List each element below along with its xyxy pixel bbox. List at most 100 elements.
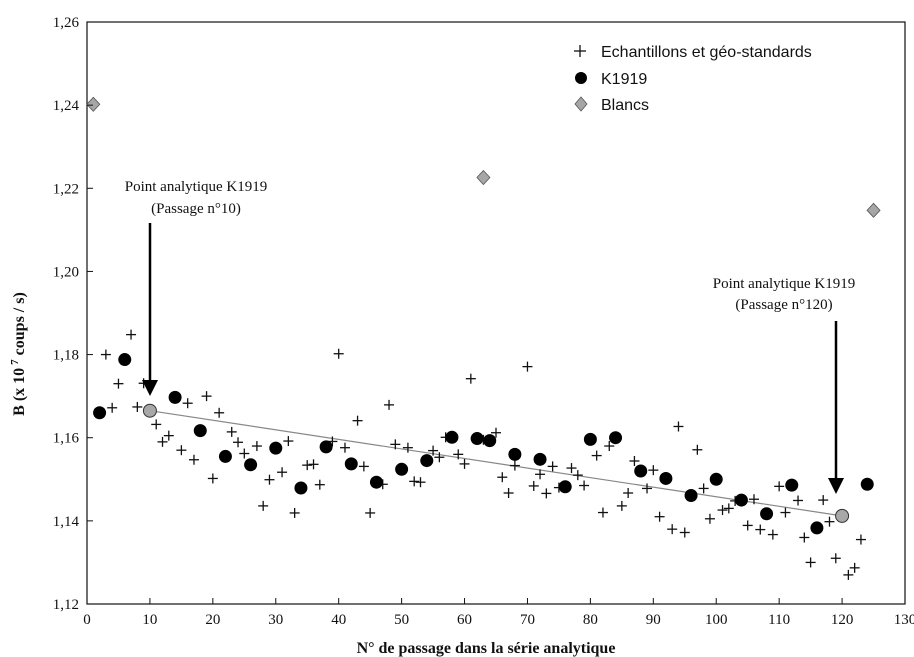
sample-point [352, 415, 363, 426]
sample-point [509, 460, 520, 471]
k1919-point [483, 434, 497, 448]
blank-point [86, 96, 101, 112]
sample-point [258, 500, 269, 511]
sample-point [604, 441, 615, 452]
sample-point [830, 553, 841, 564]
legend-label-blancs: Blancs [601, 97, 649, 114]
y-tick-label: 1,24 [53, 98, 80, 114]
k1919-point [583, 432, 597, 446]
annotation-passage-120: Point analytique K1919 (Passage n°120) [713, 276, 855, 494]
sample-point [251, 441, 262, 452]
sample-point [774, 481, 785, 492]
sample-point [723, 503, 734, 514]
sample-point [428, 445, 439, 456]
sample-point [755, 524, 766, 535]
reference-point [142, 403, 157, 418]
k1919-point [93, 406, 107, 420]
sample-point [308, 459, 319, 470]
y-axis-label-unit: coups / s) [11, 292, 28, 359]
sample-point [679, 527, 690, 538]
x-tick-label: 30 [268, 612, 283, 628]
sample-point [453, 449, 464, 460]
sample-point [283, 436, 294, 447]
k1919-point [218, 449, 232, 463]
sample-point [849, 562, 860, 573]
sample-point [176, 445, 187, 456]
sample-point [289, 507, 300, 518]
k1919-point [369, 475, 383, 489]
sample-point [742, 520, 753, 531]
sample-point [591, 450, 602, 461]
sample-point [818, 495, 829, 506]
legend-circle-marker [575, 72, 587, 84]
sample-point [384, 399, 395, 410]
reference-point [835, 508, 850, 523]
y-tick-label: 1,16 [53, 431, 80, 447]
sample-point [522, 361, 533, 372]
sample-point [132, 401, 143, 412]
sample-point [465, 373, 476, 384]
sample-point [226, 426, 237, 437]
sample-point [673, 421, 684, 432]
sample-point [333, 348, 344, 359]
sample-point [648, 465, 659, 476]
legend-item-k1919: K1919 [575, 71, 647, 88]
k1919-point [684, 488, 698, 502]
sample-point [434, 452, 445, 463]
sample-point [491, 427, 501, 438]
k1919-point [420, 454, 434, 468]
sample-point [767, 529, 778, 540]
sample-point [409, 476, 420, 487]
y-tick-label: 1,26 [53, 15, 80, 31]
k1919-point [395, 462, 409, 476]
sample-point [503, 488, 514, 499]
k1919-point [118, 353, 132, 367]
x-tick-label: 0 [83, 612, 91, 628]
sample-point [358, 461, 369, 472]
sample-point [824, 516, 835, 527]
sample-point [188, 454, 199, 465]
legend: Echantillons et géo-standards K1919 Blan… [574, 44, 812, 114]
sample-point [717, 505, 728, 516]
x-tick-label: 130 [894, 612, 914, 628]
sample-point [277, 467, 288, 478]
k1919-point [709, 472, 723, 486]
sample-point [629, 455, 640, 466]
legend-item-blancs: Blancs [574, 96, 649, 114]
y-tick-label: 1,18 [53, 348, 79, 364]
x-tick-label: 120 [831, 612, 854, 628]
k1919-point [659, 471, 673, 485]
legend-item-samples: Echantillons et géo-standards [574, 44, 812, 61]
y-axis-label: B (x 10 7 coups / s) [9, 292, 28, 416]
sample-point [157, 436, 168, 447]
sample-point [843, 569, 854, 580]
sample-point [579, 480, 590, 491]
k1919-point [634, 464, 648, 478]
annotation-1-line-1: Point analytique K1919 [125, 179, 268, 195]
k1919-point [470, 432, 484, 446]
sample-point [642, 483, 653, 494]
sample-point [623, 488, 634, 499]
x-tick-label: 90 [646, 612, 661, 628]
sample-point [207, 473, 218, 484]
k1919-point [609, 431, 623, 445]
x-tick-label: 100 [705, 612, 728, 628]
sample-point [264, 474, 275, 485]
k1919-point [533, 452, 547, 466]
x-tick-label: 110 [768, 612, 790, 628]
sample-point [163, 430, 174, 441]
annotation-2-arrow-head [828, 478, 844, 494]
sample-point [302, 460, 313, 471]
sample-point [566, 463, 577, 474]
k1919-point [734, 493, 748, 507]
annotation-2-line-2: (Passage n°120) [735, 297, 832, 313]
annotation-1-arrow-head [142, 380, 158, 396]
sample-point [667, 524, 678, 535]
sample-point [528, 480, 539, 491]
sample-point [654, 511, 665, 522]
sample-point [793, 495, 804, 506]
y-axis-label-main: B (x 10 [11, 368, 28, 416]
y-axis-label-exponent: 7 [9, 359, 21, 365]
x-tick-label: 10 [142, 612, 157, 628]
sample-point [748, 494, 759, 505]
